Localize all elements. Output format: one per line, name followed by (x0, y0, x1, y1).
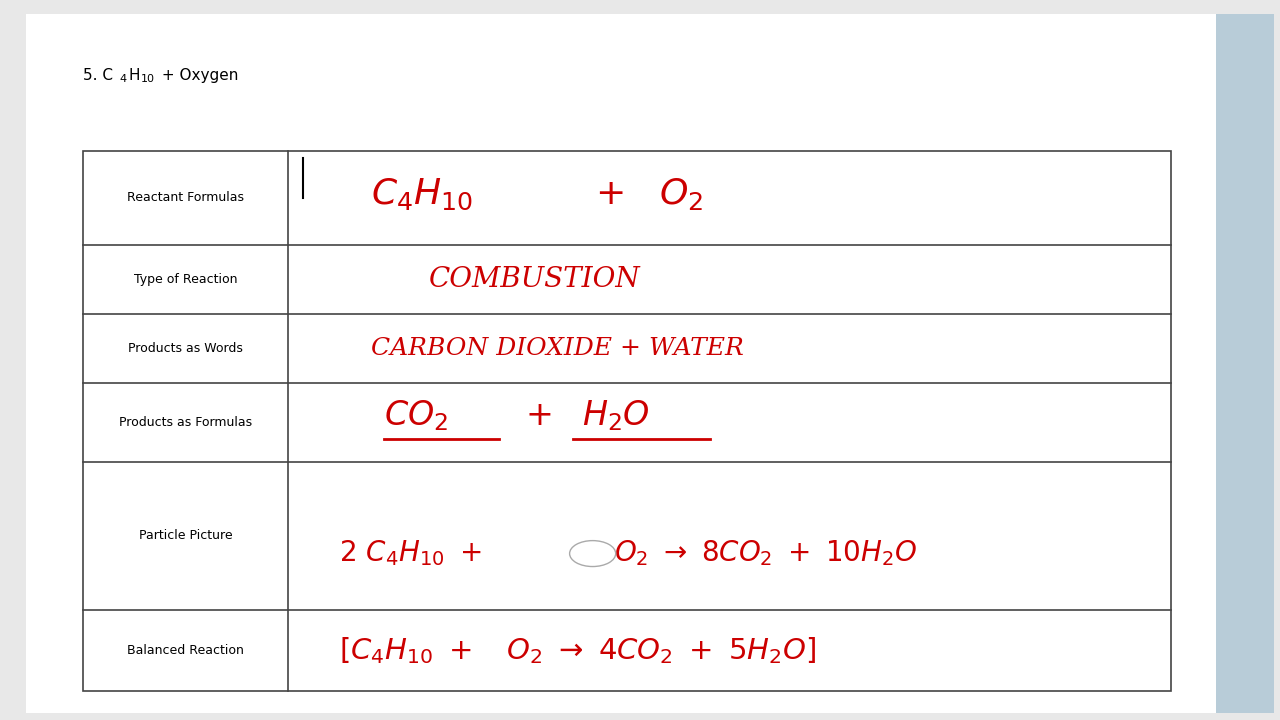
Text: Particle Picture: Particle Picture (138, 529, 233, 542)
Text: $[C_4H_{10}\ +\quad O_2\ \rightarrow\ 4CO_2\ +\ 5H_2O]$: $[C_4H_{10}\ +\quad O_2\ \rightarrow\ 4C… (339, 635, 817, 666)
Text: CARBON DIOXIDE + WATER: CARBON DIOXIDE + WATER (371, 337, 744, 360)
Text: $O_2$: $O_2$ (659, 176, 703, 212)
Text: Balanced Reaction: Balanced Reaction (127, 644, 244, 657)
Text: 4: 4 (119, 74, 127, 84)
Text: $O_2\ \rightarrow\ 8CO_2\ +\ 10H_2O$: $O_2\ \rightarrow\ 8CO_2\ +\ 10H_2O$ (614, 539, 918, 569)
Text: $+$: $+$ (595, 177, 623, 212)
Text: Products as Words: Products as Words (128, 342, 243, 355)
Text: COMBUSTION: COMBUSTION (429, 266, 640, 293)
Text: $CO_2$: $CO_2$ (384, 398, 448, 433)
Text: 10: 10 (141, 74, 155, 84)
Text: $2\ C_4H_{10}\ +$: $2\ C_4H_{10}\ +$ (339, 539, 481, 569)
Text: Reactant Formulas: Reactant Formulas (127, 192, 244, 204)
Text: 5. C: 5. C (83, 68, 113, 83)
Text: $C_4H_{10}$: $C_4H_{10}$ (371, 176, 474, 212)
Circle shape (570, 541, 616, 567)
Text: + Oxygen: + Oxygen (157, 68, 239, 83)
Bar (1216, 14, 1274, 713)
Text: $+$: $+$ (525, 400, 552, 431)
Text: Type of Reaction: Type of Reaction (134, 273, 237, 286)
Text: $H_2O$: $H_2O$ (582, 398, 650, 433)
Bar (83, 151, 1171, 691)
Text: H: H (128, 68, 140, 83)
Text: Products as Formulas: Products as Formulas (119, 416, 252, 429)
